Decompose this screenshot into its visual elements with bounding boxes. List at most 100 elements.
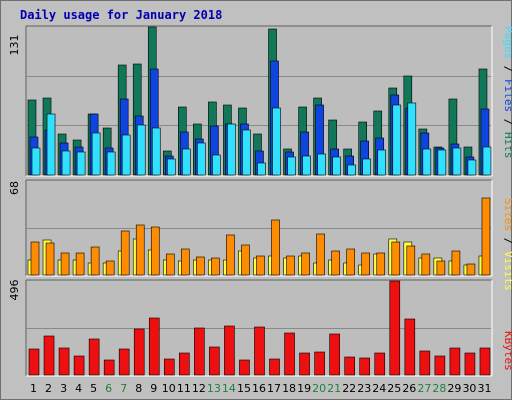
sites-bar xyxy=(150,226,160,276)
sites-bar xyxy=(376,252,386,276)
pages-bar xyxy=(257,162,266,176)
x-axis-day-label: 16 xyxy=(252,382,266,395)
sites-bar xyxy=(256,255,265,276)
sites-bar xyxy=(105,260,115,276)
legend-separator: / xyxy=(502,231,512,251)
x-axis-day-label: 20 xyxy=(312,382,326,395)
pages-bar xyxy=(136,124,146,176)
x-axis-day-label: 12 xyxy=(192,382,206,395)
kbytes-bar xyxy=(88,338,100,376)
pages-bar xyxy=(121,134,131,176)
pages-bar xyxy=(467,159,477,176)
x-axis-day-label: 3 xyxy=(60,382,67,395)
x-axis-day-label: 15 xyxy=(237,382,251,395)
kbytes-bar xyxy=(133,328,145,376)
pages-bar xyxy=(182,148,191,176)
kbytes-bar xyxy=(118,348,130,376)
pages-bar xyxy=(482,146,492,176)
kbytes-bar xyxy=(359,357,371,376)
kbytes-bar xyxy=(329,333,340,376)
panels xyxy=(25,25,493,377)
kbytes-bar xyxy=(179,352,190,376)
kbytes-bar xyxy=(163,358,175,376)
kbytes-bar xyxy=(269,358,280,376)
x-axis-day-label: 31 xyxy=(477,382,491,395)
sites-bar xyxy=(466,263,476,276)
kbytes-bar xyxy=(299,352,310,376)
pages-bar xyxy=(392,104,402,176)
sites-bar xyxy=(301,252,310,276)
pages-bar xyxy=(91,132,101,176)
x-axis-day-label: 18 xyxy=(282,382,296,395)
pages-bar xyxy=(242,129,251,176)
pages-bar xyxy=(46,113,56,176)
sites-bar xyxy=(241,244,250,276)
sites-bar xyxy=(286,255,295,276)
pages-bar xyxy=(452,147,462,176)
bars xyxy=(27,26,492,376)
x-axis-day-label: 19 xyxy=(297,382,311,395)
x-axis-day-label: 24 xyxy=(372,382,386,395)
sites-bar xyxy=(30,241,40,276)
sites-bar xyxy=(361,252,371,276)
kbytes-bar xyxy=(404,318,416,376)
pages-bar xyxy=(272,107,281,176)
pages-bar xyxy=(437,149,447,176)
kbytes-bar xyxy=(254,326,265,376)
kbytes-bar xyxy=(148,317,160,376)
legend-visits: Visits xyxy=(502,251,512,291)
kbytes-bar xyxy=(43,335,55,376)
x-axis-day-label: 10 xyxy=(162,382,176,395)
sites-bar xyxy=(90,246,100,276)
x-axis-day-label: 30 xyxy=(462,382,476,395)
x-axis-day-label: 23 xyxy=(357,382,371,395)
sites-bar xyxy=(60,252,70,276)
x-axis-day-label: 8 xyxy=(135,382,142,395)
x-axis-day-label: 25 xyxy=(387,382,401,395)
x-axis-day-label: 4 xyxy=(75,382,82,395)
hits-panel-legend: Pages / Files / Hits xyxy=(502,26,512,159)
pages-bar xyxy=(302,155,311,176)
sites-bar xyxy=(481,197,491,276)
kbytes-bar xyxy=(194,327,205,376)
x-axis-day-label: 29 xyxy=(447,382,461,395)
pages-bar xyxy=(151,127,161,176)
x-axis-labels: 1 2 3 4 5 6 7 8 9 10 11 12 13 14 15 16 17 18 19 20 21 22 23 24 2… xyxy=(30,382,491,395)
x-axis-day-label: 1 xyxy=(30,382,37,395)
x-axis-day-label: 28 xyxy=(432,382,446,395)
kbytes-bar xyxy=(314,351,325,376)
kbytes-bar xyxy=(209,346,220,376)
pages-bar xyxy=(332,156,341,176)
pages-bar xyxy=(212,154,221,176)
sites-bar xyxy=(45,242,55,276)
x-axis-day-label: 26 xyxy=(402,382,416,395)
chart-title: Daily usage for January 2018 xyxy=(20,8,222,22)
pages-bar xyxy=(377,149,387,176)
pages-bar xyxy=(106,151,116,176)
x-axis-day-label: 13 xyxy=(207,382,221,395)
pages-bar xyxy=(347,164,356,176)
legend-pages: Pages xyxy=(502,26,512,59)
hits-panel-ymax-label: 131 xyxy=(8,35,21,56)
x-axis-day-label: 7 xyxy=(120,382,127,395)
sites-bar xyxy=(421,253,431,276)
x-axis-day-label: 6 xyxy=(105,382,112,395)
x-axis-day-label: 14 xyxy=(222,382,236,395)
sites-bar xyxy=(211,257,220,276)
kbytes-bar xyxy=(449,347,461,376)
x-axis-day-label: 5 xyxy=(90,382,97,395)
x-axis-day-label: 2 xyxy=(45,382,52,395)
sites-bar xyxy=(406,245,416,276)
pages-bar xyxy=(407,102,417,176)
x-axis-day-label: 21 xyxy=(327,382,341,395)
sites-bar xyxy=(436,260,446,276)
visits-panel-ymax-label: 68 xyxy=(8,181,21,195)
legend-separator: / xyxy=(502,59,512,79)
pages-bar xyxy=(197,142,206,176)
legend-files: Files xyxy=(502,79,512,112)
pages-bar xyxy=(362,158,372,176)
sites-bar xyxy=(75,252,85,276)
pages-bar xyxy=(422,148,432,176)
kbytes-bar xyxy=(284,332,295,376)
